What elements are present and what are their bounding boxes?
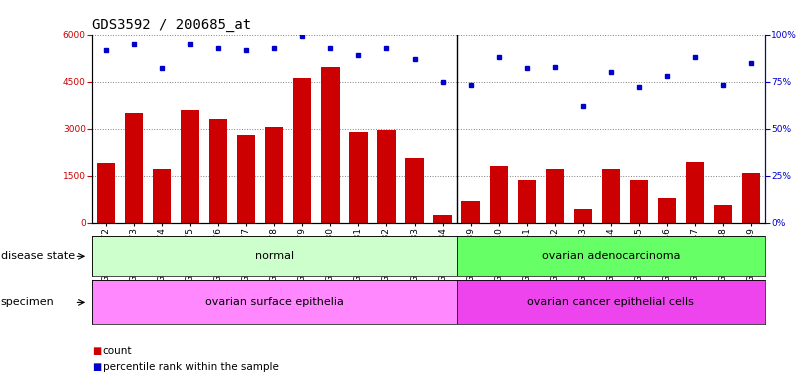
Bar — [349, 132, 368, 223]
Bar — [237, 135, 256, 223]
Text: ovarian adenocarcinoma: ovarian adenocarcinoma — [541, 251, 680, 262]
Bar — [92, 236, 457, 276]
Bar — [517, 180, 536, 223]
Bar — [457, 236, 765, 276]
Bar — [209, 119, 227, 223]
Text: percentile rank within the sample: percentile rank within the sample — [103, 362, 279, 372]
Text: normal: normal — [255, 251, 294, 262]
Bar — [630, 180, 648, 223]
Bar — [265, 127, 284, 223]
Text: GDS3592 / 200685_at: GDS3592 / 200685_at — [92, 18, 252, 32]
Bar — [377, 130, 396, 223]
Bar — [658, 198, 676, 223]
Text: disease state: disease state — [1, 251, 75, 262]
Bar — [405, 159, 424, 223]
Bar — [153, 169, 171, 223]
Bar — [574, 209, 592, 223]
Text: count: count — [103, 346, 132, 356]
Bar — [489, 166, 508, 223]
Bar — [92, 280, 457, 324]
Text: ovarian cancer epithelial cells: ovarian cancer epithelial cells — [527, 297, 694, 308]
Bar — [433, 215, 452, 223]
Bar — [125, 113, 143, 223]
Bar — [545, 169, 564, 223]
Bar — [461, 201, 480, 223]
Bar — [293, 78, 312, 223]
Text: ■: ■ — [92, 362, 102, 372]
Text: ovarian surface epithelia: ovarian surface epithelia — [205, 297, 344, 308]
Bar — [321, 68, 340, 223]
Bar — [686, 162, 704, 223]
Bar — [602, 169, 620, 223]
Bar — [181, 110, 199, 223]
Bar — [457, 280, 765, 324]
Text: specimen: specimen — [1, 297, 54, 308]
Text: ■: ■ — [92, 346, 102, 356]
Bar — [742, 172, 760, 223]
Bar — [714, 205, 732, 223]
Bar — [97, 163, 115, 223]
